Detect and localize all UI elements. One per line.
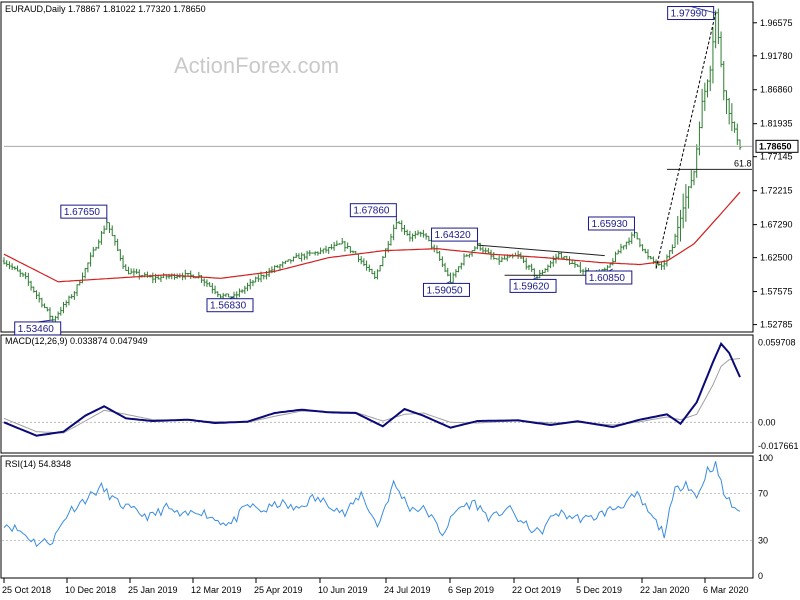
rsi-tick-label: 0 bbox=[758, 571, 763, 581]
x-tick-label: 25 Oct 2018 bbox=[2, 585, 51, 595]
current-price-box bbox=[755, 139, 799, 153]
x-tick-label: 22 Jan 2020 bbox=[640, 585, 690, 595]
price-tick-label: 1.81935 bbox=[760, 119, 793, 129]
price-tick-label: 1.57575 bbox=[760, 287, 793, 297]
x-tick-label: 25 Apr 2019 bbox=[254, 585, 303, 595]
macd-tick-label: -0.017661 bbox=[758, 441, 799, 451]
x-tick-label: 5 Dec 2019 bbox=[576, 585, 622, 595]
value-label-box bbox=[349, 203, 397, 218]
price-panel bbox=[0, 1, 754, 333]
x-tick-label: 6 Mar 2020 bbox=[703, 585, 749, 595]
value-label-pointer bbox=[446, 281, 451, 284]
value-label-pointer bbox=[690, 6, 716, 14]
rsi-panel bbox=[0, 455, 754, 579]
value-label-box bbox=[60, 204, 108, 219]
x-tick-label: 6 Sep 2019 bbox=[448, 585, 494, 595]
value-label: 1.56830 bbox=[210, 301, 247, 312]
value-label: 1.67860 bbox=[353, 206, 390, 217]
x-tick-label: 10 Dec 2018 bbox=[65, 585, 116, 595]
watermark: ActionForex.com bbox=[174, 53, 339, 78]
rsi-marks bbox=[2, 461, 752, 548]
value-label-box bbox=[431, 227, 479, 242]
price-header: EURAUD,Daily 1.78867 1.81022 1.77320 1.7… bbox=[5, 4, 206, 14]
rsi-tick-label: 70 bbox=[758, 488, 768, 498]
current-price-label: 1.78650 bbox=[759, 141, 792, 151]
rsi-header: RSI(14) 54.8348 bbox=[5, 459, 71, 469]
x-tick-label: 24 Jul 2019 bbox=[384, 585, 431, 595]
axis-ticks: 1.52785 1.57575 1.62500 1.67290 1.72215 1.771… bbox=[2, 18, 799, 595]
value-label-pointer bbox=[229, 296, 235, 300]
value-label: 1.53460 bbox=[18, 324, 55, 335]
value-label: 1.64320 bbox=[435, 230, 472, 241]
price-tick-label: 1.72215 bbox=[760, 186, 793, 196]
value-label-pointer bbox=[37, 319, 53, 323]
x-tick-label: 25 Jan 2019 bbox=[128, 585, 178, 595]
value-label: 1.65930 bbox=[591, 219, 628, 230]
rsi-tick-label: 100 bbox=[758, 453, 773, 463]
value-label: 1.60850 bbox=[589, 273, 626, 284]
macd-line bbox=[3, 341, 741, 437]
price-tick-label: 1.67290 bbox=[760, 220, 793, 230]
price-tick-label: 1.52785 bbox=[760, 320, 793, 330]
x-tick-label: 10 Jun 2019 bbox=[318, 585, 368, 595]
value-label: 1.97990 bbox=[671, 9, 708, 20]
moving-average-line bbox=[3, 191, 741, 283]
price-tick-label: 1.96575 bbox=[760, 18, 793, 28]
trend-line bbox=[655, 12, 717, 269]
value-label: 1.59620 bbox=[513, 281, 550, 292]
macd-header: MACD(12,26,9) 0.033874 0.047949 bbox=[5, 336, 148, 346]
price-marks: 61.8 1.53460 1.67650 1.56830 1.67860 1.59050 1… bbox=[2, 6, 752, 336]
x-tick-label: 22 Oct 2019 bbox=[512, 585, 561, 595]
macd-marks bbox=[2, 341, 752, 437]
fib-label: 61.8 bbox=[734, 158, 752, 168]
level-line bbox=[477, 244, 605, 257]
rsi-line bbox=[3, 461, 741, 548]
price-tick-label: 1.91780 bbox=[760, 51, 793, 61]
x-tick-label: 12 Mar 2019 bbox=[191, 585, 242, 595]
value-label-pointer bbox=[608, 268, 614, 272]
price-tick-label: 1.62500 bbox=[760, 253, 793, 263]
value-label-pointer bbox=[532, 277, 538, 280]
macd-tick-label: 0.059708 bbox=[758, 338, 796, 348]
rsi-tick-label: 30 bbox=[758, 536, 768, 546]
signal-line bbox=[3, 358, 741, 434]
price-tick-label: 1.77145 bbox=[760, 152, 793, 162]
value-label: 1.67650 bbox=[64, 207, 101, 218]
value-label: 1.59050 bbox=[426, 285, 463, 296]
value-label-box bbox=[587, 216, 635, 231]
macd-tick-label: 0.00 bbox=[758, 417, 776, 427]
macd-panel bbox=[0, 334, 754, 454]
price-tick-label: 1.86860 bbox=[760, 85, 793, 95]
